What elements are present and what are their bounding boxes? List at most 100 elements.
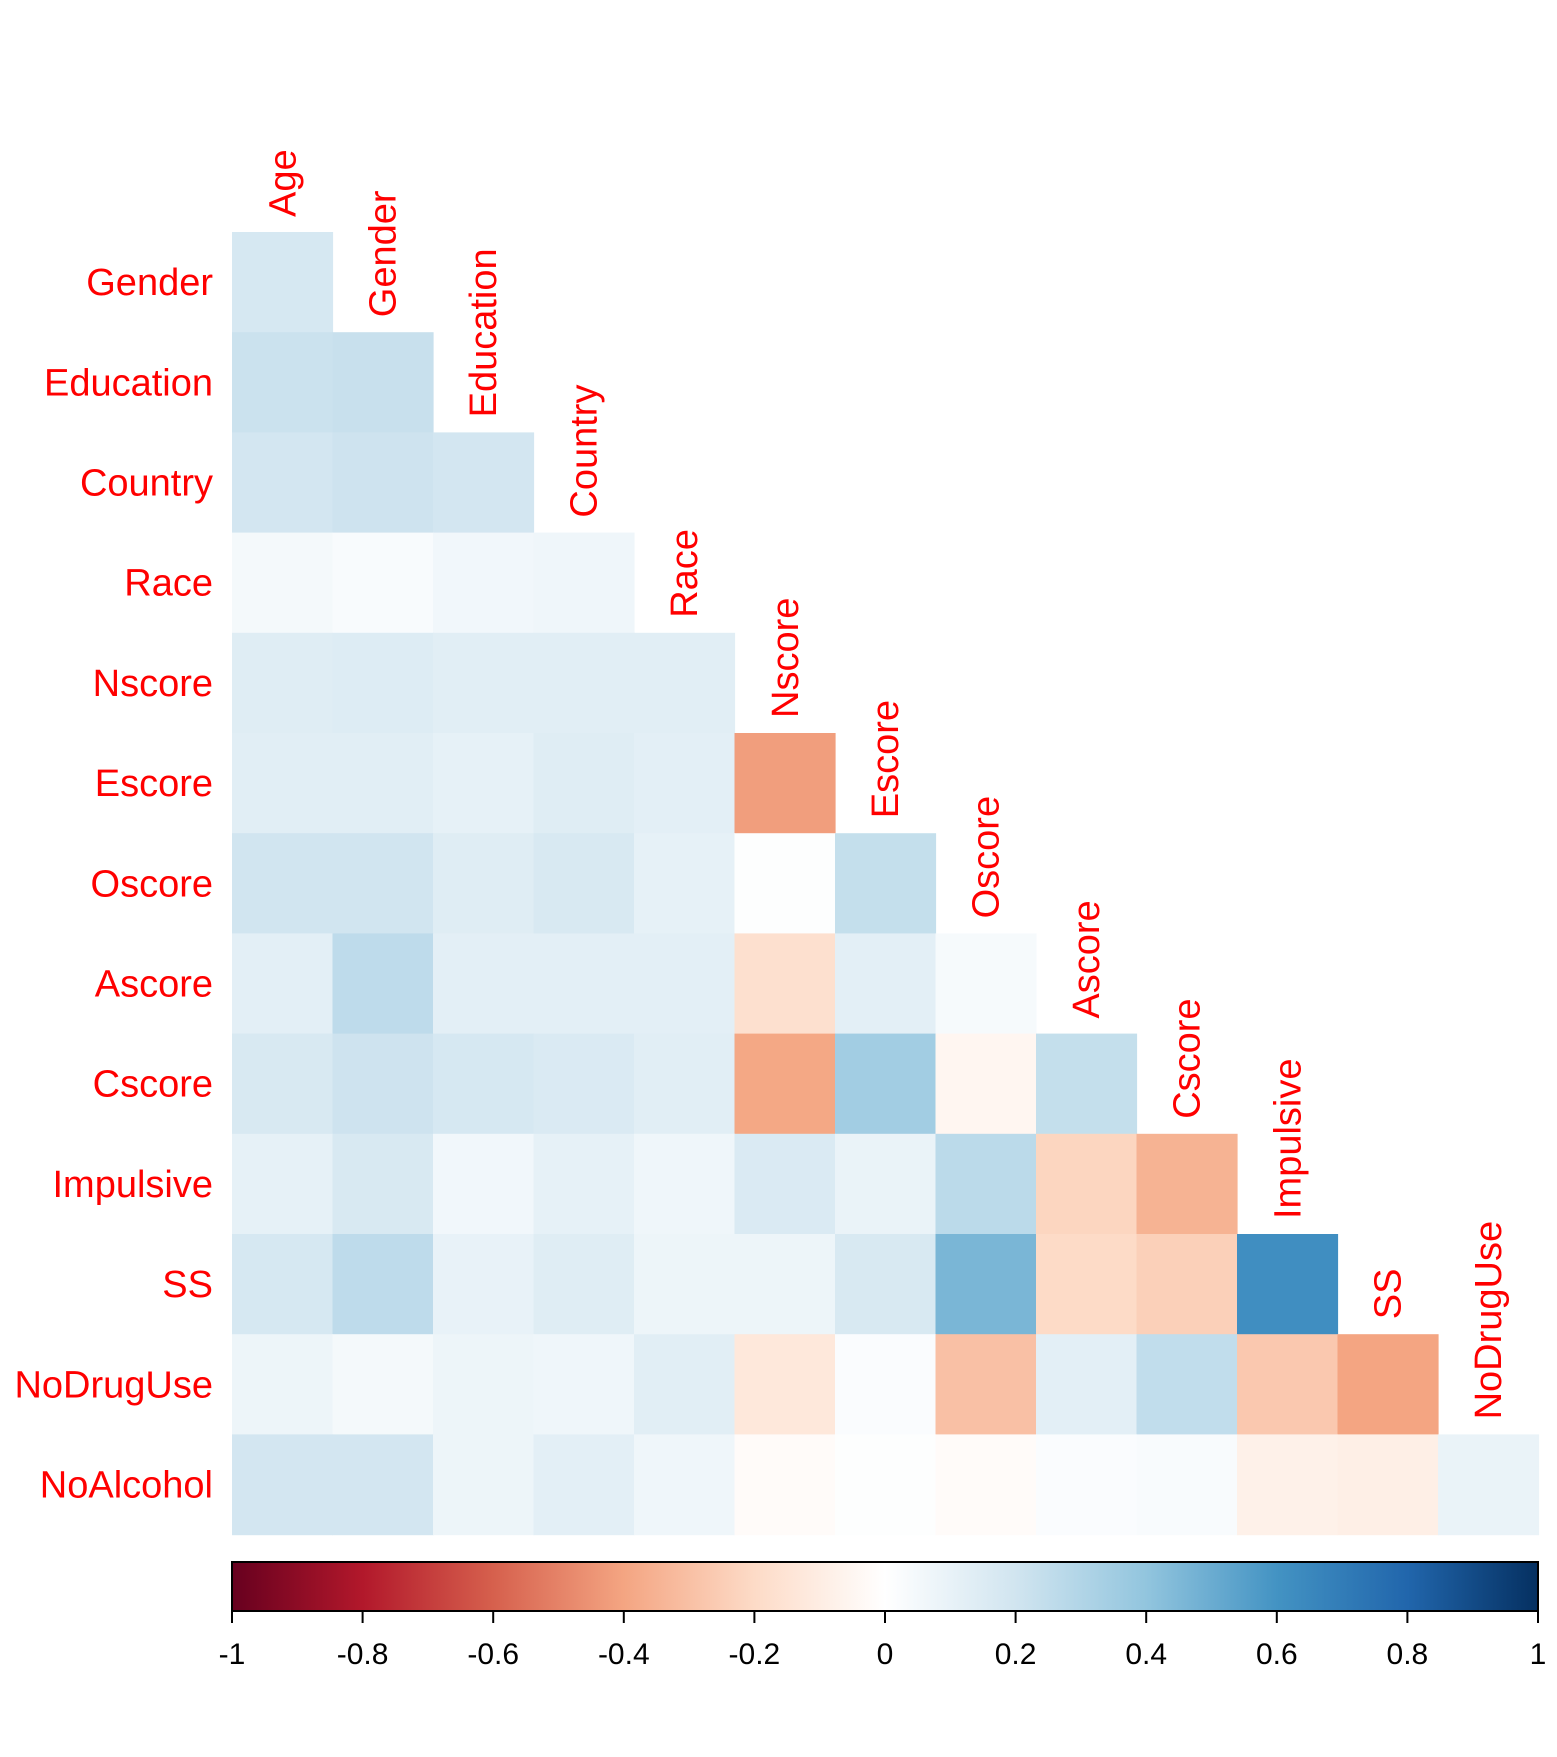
heatmap-cell (734, 1133, 836, 1235)
heatmap-cell (734, 1434, 836, 1536)
colorbar-tick-label: 0.2 (995, 1638, 1037, 1671)
heatmap-cell (433, 1334, 535, 1435)
row-label: Impulsive (53, 1164, 214, 1206)
heatmap-cell (835, 933, 937, 1035)
column-label: Nscore (765, 598, 807, 718)
heatmap-cell (1337, 1434, 1439, 1536)
heatmap-cell (634, 1434, 736, 1536)
heatmap-cell (935, 1334, 1037, 1435)
heatmap-cell (232, 933, 334, 1035)
heatmap-cell (634, 1133, 736, 1235)
row-label: Oscore (91, 863, 213, 905)
heatmap-cell (533, 532, 635, 634)
heatmap-cell (232, 532, 334, 634)
heatmap-cell (232, 1434, 334, 1536)
heatmap-cell (533, 933, 635, 1035)
heatmap-cell (433, 432, 535, 534)
heatmap-cell (533, 733, 635, 834)
heatmap-cell (332, 432, 434, 534)
heatmap-cell (332, 632, 434, 734)
colorbar-gradient (231, 1561, 1539, 1612)
heatmap-cells (232, 232, 1540, 1536)
heatmap-cell (1136, 1434, 1238, 1536)
heatmap-cell (734, 933, 836, 1035)
heatmap-cell (935, 933, 1037, 1035)
column-labels: Age Gender Education Country Race Nscore Escor… (262, 149, 1510, 1419)
heatmap-cell (433, 1434, 535, 1536)
heatmap-cell (433, 532, 535, 634)
heatmap-cell (533, 1334, 635, 1435)
heatmap-cell (332, 933, 434, 1035)
column-label: Oscore (966, 796, 1008, 918)
heatmap-cell (232, 833, 334, 934)
heatmap-cell (433, 933, 535, 1035)
heatmap-cell (232, 332, 334, 433)
heatmap-cell (433, 1033, 535, 1135)
heatmap-cell (835, 1033, 937, 1135)
row-label: NoAlcohol (40, 1465, 213, 1507)
row-label: Country (80, 463, 213, 505)
row-label: NoDrugUse (14, 1364, 213, 1406)
row-label: Education (44, 362, 213, 404)
column-label: Education (463, 248, 505, 417)
heatmap-cell (634, 933, 736, 1035)
heatmap-cell (835, 1133, 937, 1235)
heatmap-cell (634, 733, 736, 834)
heatmap-cell (332, 332, 434, 433)
heatmap-cell (935, 1133, 1037, 1235)
heatmap-cell (533, 1234, 635, 1335)
column-label: Cscore (1167, 998, 1209, 1118)
colorbar-tick-label: 0.8 (1387, 1638, 1429, 1671)
row-label: Cscore (93, 1064, 213, 1106)
heatmap-cell (533, 1133, 635, 1235)
heatmap-cell (232, 1234, 334, 1335)
heatmap-cell (332, 1133, 434, 1235)
heatmap-cell (332, 1033, 434, 1135)
heatmap-cell (734, 1234, 836, 1335)
column-label: SS (1368, 1268, 1410, 1319)
heatmap-cell (533, 632, 635, 734)
heatmap-cell (835, 1434, 937, 1536)
column-label: Age (262, 149, 304, 217)
row-labels: Gender Education Country Race Nscore Escore Os… (14, 262, 213, 1506)
heatmap-cell (1237, 1434, 1339, 1536)
heatmap-cell (332, 733, 434, 834)
row-label: Gender (86, 262, 213, 304)
colorbar-tick-label: 0 (877, 1638, 894, 1671)
colorbar-tick-label: 1 (1530, 1638, 1547, 1671)
heatmap-cell (332, 1234, 434, 1335)
heatmap-cell (1036, 1133, 1138, 1235)
heatmap-cell (433, 1234, 535, 1335)
heatmap-cell (332, 833, 434, 934)
column-label: Race (664, 529, 706, 618)
heatmap-cell (232, 632, 334, 734)
heatmap-cell (232, 733, 334, 834)
heatmap-cell (1036, 1033, 1138, 1135)
heatmap-cell (1136, 1234, 1238, 1335)
heatmap-cell (433, 632, 535, 734)
colorbar-tick-label: -0.4 (598, 1638, 650, 1671)
column-label: Country (564, 385, 606, 518)
heatmap-cell (935, 1234, 1037, 1335)
heatmap-cell (634, 1033, 736, 1135)
colorbar-tick-label: 0.6 (1256, 1638, 1298, 1671)
heatmap-cell (935, 1033, 1037, 1135)
heatmap-cell (533, 1033, 635, 1135)
colorbar-tick-label: -0.6 (467, 1638, 519, 1671)
heatmap-cell (1036, 1234, 1138, 1335)
column-label: Impulsive (1267, 1059, 1309, 1220)
heatmap-cell (634, 632, 736, 734)
heatmap-cell (433, 1133, 535, 1235)
row-label: Nscore (93, 663, 213, 705)
colorbar-tick-label: -0.2 (729, 1638, 781, 1671)
heatmap-cell (734, 1334, 836, 1435)
heatmap-cell (332, 1334, 434, 1435)
colorbar-tick-label: -1 (219, 1638, 246, 1671)
heatmap-cell (1237, 1334, 1339, 1435)
heatmap-cell (1438, 1434, 1540, 1536)
heatmap-cell (232, 432, 334, 534)
heatmap-cell (634, 1334, 736, 1435)
heatmap-cell (433, 733, 535, 834)
row-label: Race (124, 563, 213, 605)
